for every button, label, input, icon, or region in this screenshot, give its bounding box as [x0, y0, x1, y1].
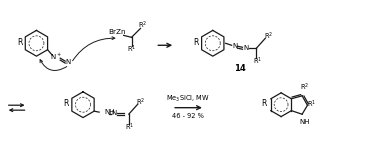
Text: R: R	[193, 38, 199, 47]
Text: N: N	[66, 59, 71, 65]
Text: 46 - 92 %: 46 - 92 %	[172, 113, 204, 119]
Text: R$^1$: R$^1$	[127, 44, 136, 55]
Text: 14: 14	[234, 63, 245, 73]
Text: N: N	[244, 45, 249, 51]
Text: R$^2$: R$^2$	[136, 97, 145, 108]
FancyArrowPatch shape	[40, 60, 67, 70]
Text: R$^2$: R$^2$	[138, 20, 147, 31]
Text: N: N	[232, 43, 237, 49]
Text: R$^1$: R$^1$	[307, 99, 316, 110]
Text: R$^1$: R$^1$	[253, 56, 262, 67]
Text: N$^+$: N$^+$	[50, 52, 62, 62]
Text: N: N	[111, 110, 116, 116]
Text: R$^2$: R$^2$	[264, 31, 273, 42]
Text: R$^1$: R$^1$	[125, 121, 135, 133]
Text: R: R	[63, 99, 69, 108]
Text: Me$_3$SiCl, MW: Me$_3$SiCl, MW	[166, 94, 210, 104]
Text: NH: NH	[104, 109, 115, 115]
FancyArrowPatch shape	[73, 37, 115, 61]
Text: R: R	[17, 38, 22, 47]
Text: NH: NH	[300, 119, 310, 125]
Text: BrZn: BrZn	[108, 29, 126, 35]
Text: R: R	[262, 99, 267, 108]
Text: R$^2$: R$^2$	[300, 81, 310, 92]
